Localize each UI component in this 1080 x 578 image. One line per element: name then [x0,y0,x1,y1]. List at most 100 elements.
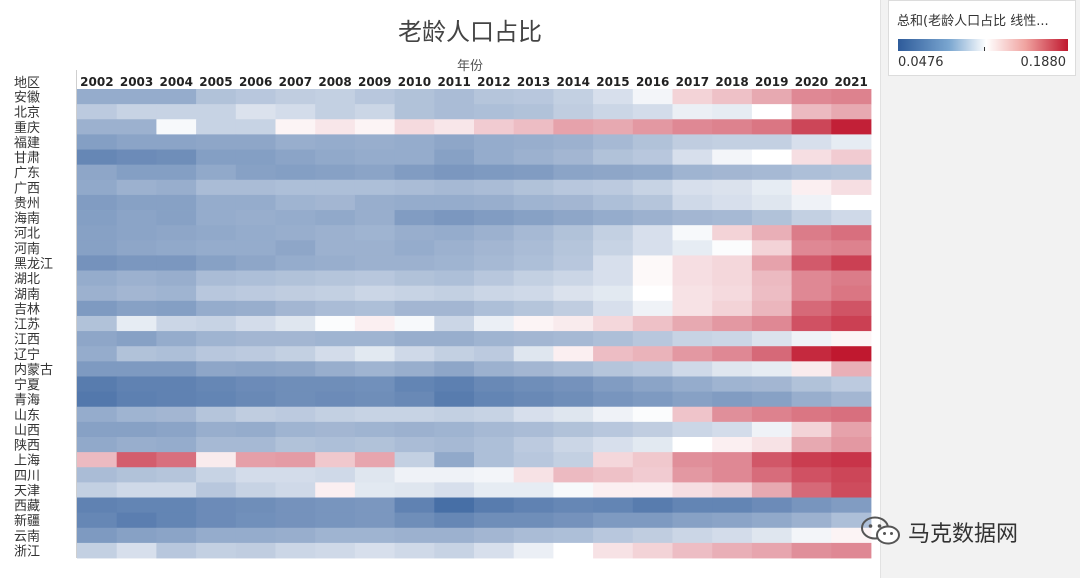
heatmap-cell[interactable]: 上海 2015: 0.127 [593,452,634,468]
heatmap-cell[interactable]: 安徽 2020: 0.15 [791,89,832,105]
heatmap-cell[interactable]: 海南 2005: 0.09 [196,210,237,226]
heatmap-cell[interactable]: 浙江 2004: 0.1 [156,542,197,559]
heatmap-cell[interactable]: 天津 2004: 0.106 [156,482,197,498]
heatmap-cell[interactable]: 上海 2016: 0.131 [632,452,673,468]
heatmap-cell[interactable]: 浙江 2009: 0.108 [354,542,395,559]
heatmap-cell[interactable]: 福建 2019: 0.103 [751,134,792,150]
heatmap-cell[interactable]: 宁夏 2010: 0.074 [394,376,435,392]
heatmap-cell[interactable]: 河北 2005: 0.089 [196,225,237,241]
heatmap-cell[interactable]: 山西 2015: 0.1 [593,421,634,438]
heatmap-cell[interactable]: 辽宁 2011: 0.103 [434,346,475,362]
heatmap-cell[interactable]: 辽宁 2015: 0.134 [593,346,634,362]
heatmap-cell[interactable]: 甘肃 2014: 0.094 [553,149,594,166]
heatmap-cell[interactable]: 广东 2006: 0.086 [235,164,276,181]
heatmap-cell[interactable]: 湖北 2009: 0.1 [354,270,395,287]
heatmap-cell[interactable]: 海南 2004: 0.086 [156,210,197,226]
heatmap-cell[interactable]: 江西 2020: 0.114 [791,331,832,347]
heatmap-cell[interactable]: 重庆 2003: 0.092 [116,119,157,135]
heatmap-cell[interactable]: 吉林 2020: 0.16 [791,300,832,317]
heatmap-cell[interactable]: 辽宁 2014: 0.121 [553,346,594,362]
heatmap-cell[interactable]: 陕西 2010: 0.096 [394,436,435,453]
heatmap-cell[interactable]: 广西 2005: 0.096 [196,179,237,196]
heatmap-cell[interactable]: 北京 2009: 0.105 [354,104,395,120]
heatmap-cell[interactable]: 天津 2016: 0.121 [632,482,673,498]
heatmap-cell[interactable]: 广西 2015: 0.101 [593,179,634,196]
heatmap-cell[interactable]: 陕西 2005: 0.095 [196,436,237,453]
heatmap-cell[interactable]: 河北 2015: 0.103 [593,225,634,241]
heatmap-cell[interactable]: 上海 2004: 0.158 [156,452,197,468]
heatmap-cell[interactable]: 江苏 2006: 0.107 [235,315,276,332]
heatmap-cell[interactable]: 广西 2006: 0.096 [235,179,276,196]
heatmap-cell[interactable]: 江苏 2012: 0.113 [474,315,515,332]
heatmap-cell[interactable]: 上海 2010: 0.103 [394,452,435,468]
heatmap-cell[interactable]: 黑龙江 2020: 0.165 [791,255,832,271]
heatmap-cell[interactable]: 湖北 2018: 0.127 [712,270,753,287]
heatmap-cell[interactable]: 山东 2010: 0.104 [394,406,435,423]
heatmap-cell[interactable]: 安徽 2016: 0.115 [632,89,673,105]
heatmap-cell[interactable]: 天津 2005: 0.1 [196,482,237,498]
heatmap-cell[interactable]: 湖北 2011: 0.097 [434,270,475,287]
heatmap-cell[interactable]: 山西 2011: 0.093 [434,421,475,438]
heatmap-cell[interactable]: 甘肃 2012: 0.09 [474,149,515,166]
heatmap-cell[interactable]: 浙江 2003: 0.108 [116,542,157,559]
heatmap-cell[interactable]: 吉林 2019: 0.136 [751,300,792,317]
heatmap-cell[interactable]: 北京 2011: 0.096 [434,104,475,120]
heatmap-cell[interactable]: 新疆 2009: 0.082 [354,512,395,529]
heatmap-cell[interactable]: 河南 2005: 0.09 [196,240,237,256]
heatmap-cell[interactable]: 上海 2019: 0.166 [751,452,792,468]
heatmap-cell[interactable]: 河南 2007: 0.088 [275,240,316,256]
heatmap-cell[interactable]: 宁夏 2011: 0.072 [434,376,475,392]
heatmap-cell[interactable]: 湖南 2009: 0.105 [354,285,395,302]
heatmap-cell[interactable]: 山东 2003: 0.093 [116,406,157,423]
heatmap-cell[interactable]: 湖南 2013: 0.106 [513,285,554,302]
heatmap-cell[interactable]: 甘肃 2003: 0.077 [116,149,157,166]
heatmap-cell[interactable]: 山西 2012: 0.095 [474,421,515,438]
heatmap-cell[interactable]: 内蒙古 2016: 0.101 [632,361,673,377]
heatmap-cell[interactable]: 河南 2004: 0.089 [156,240,197,256]
heatmap-cell[interactable]: 云南 2015: 0.1 [593,527,634,544]
heatmap-cell[interactable]: 北京 2003: 0.104 [116,104,157,120]
heatmap-cell[interactable]: 西藏 2011: 0.063 [434,497,475,514]
heatmap-cell[interactable]: 新疆 2018: 0.087 [712,512,753,529]
heatmap-cell[interactable]: 海南 2014: 0.088 [553,210,594,226]
heatmap-cell[interactable]: 天津 2013: 0.112 [513,482,554,498]
heatmap-cell[interactable]: 安徽 2011: 0.096 [434,89,475,105]
heatmap-cell[interactable]: 湖南 2003: 0.094 [116,285,157,302]
heatmap-cell[interactable]: 河南 2020: 0.15 [791,240,832,256]
heatmap-cell[interactable]: 北京 2007: 0.107 [275,104,316,120]
heatmap-cell[interactable]: 新疆 2014: 0.08 [553,512,594,529]
heatmap-cell[interactable]: 甘肃 2005: 0.085 [196,149,237,166]
heatmap-cell[interactable]: 宁夏 2002: 0.07 [77,376,118,392]
heatmap-cell[interactable]: 福建 2016: 0.098 [632,134,673,150]
heatmap-cell[interactable]: 黑龙江 2007: 0.09 [275,255,316,271]
heatmap-cell[interactable]: 宁夏 2003: 0.073 [116,376,157,392]
heatmap-cell[interactable]: 内蒙古 2005: 0.088 [196,361,237,377]
heatmap-cell[interactable]: 广西 2004: 0.091 [156,179,197,196]
heatmap-cell[interactable]: 重庆 2013: 0.134 [513,119,554,135]
heatmap-cell[interactable]: 新疆 2008: 0.081 [315,512,356,529]
heatmap-cell[interactable]: 宁夏 2019: 0.094 [751,376,792,392]
heatmap-cell[interactable]: 黑龙江 2021: 0.174 [831,255,872,271]
heatmap-cell[interactable]: 内蒙古 2006: 0.087 [235,361,276,377]
heatmap-cell[interactable]: 福建 2017: 0.102 [672,134,713,150]
heatmap-cell[interactable]: 青海 2017: 0.086 [672,391,713,408]
heatmap-cell[interactable]: 宁夏 2014: 0.08 [553,376,594,392]
heatmap-cell[interactable]: 河南 2019: 0.128 [751,240,792,256]
heatmap-cell[interactable]: 青海 2002: 0.068 [77,391,118,408]
heatmap-cell[interactable]: 天津 2019: 0.14 [751,482,792,498]
heatmap-cell[interactable]: 湖北 2016: 0.119 [632,270,673,287]
heatmap-cell[interactable]: 浙江 2014: 0.118 [553,542,594,559]
heatmap-cell[interactable]: 湖北 2015: 0.108 [593,270,634,287]
heatmap-cell[interactable]: 吉林 2012: 0.097 [474,300,515,317]
heatmap-cell[interactable]: 云南 2014: 0.097 [553,527,594,544]
heatmap-cell[interactable]: 广东 2003: 0.085 [116,164,157,181]
heatmap-cell[interactable]: 青海 2011: 0.07 [434,391,475,408]
heatmap-cell[interactable]: 四川 2003: 0.098 [116,467,157,483]
heatmap-cell[interactable]: 江西 2013: 0.094 [513,331,554,347]
heatmap-cell[interactable]: 新疆 2017: 0.086 [672,512,713,529]
heatmap-cell[interactable]: 天津 2012: 0.112 [474,482,515,498]
heatmap-cell[interactable]: 天津 2008: 0.121 [315,482,356,498]
heatmap-cell[interactable]: 湖南 2007: 0.102 [275,285,316,302]
heatmap-cell[interactable]: 甘肃 2004: 0.078 [156,149,197,166]
heatmap-cell[interactable]: 山东 2013: 0.108 [513,406,554,423]
